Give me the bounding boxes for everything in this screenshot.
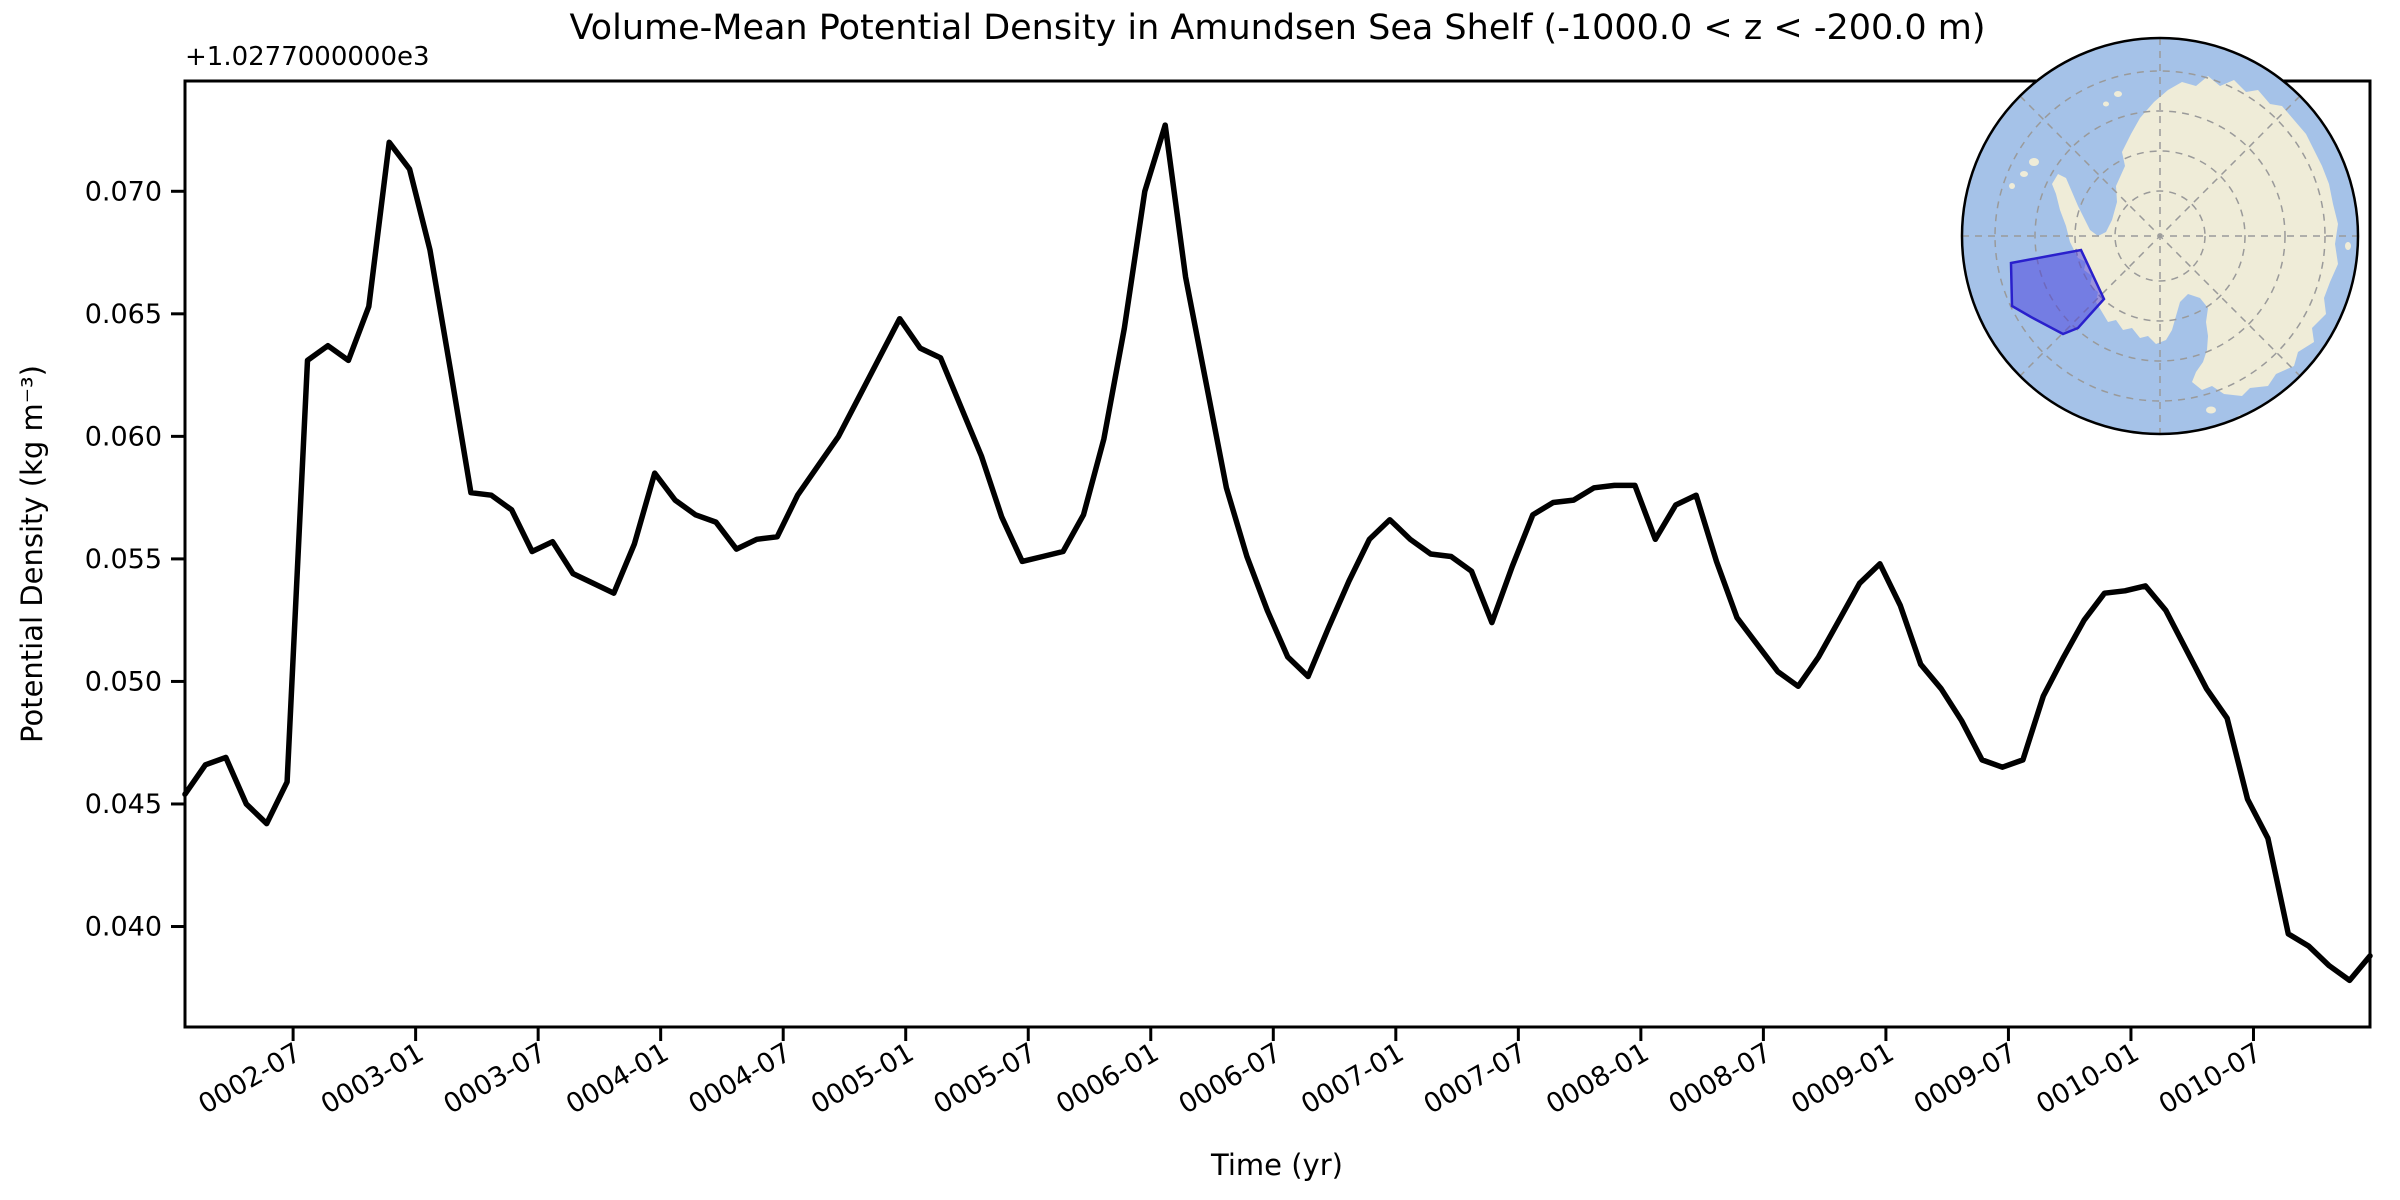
y-tick-label: 0.055 [85, 544, 162, 575]
density-line [182, 122, 2373, 984]
x-tick-label: 0005-07 [929, 1037, 1042, 1120]
y-axis-offset-text: +1.0277000000e3 [185, 42, 430, 72]
x-tick-label: 0007-01 [1296, 1037, 1409, 1120]
y-tick-label: 0.040 [85, 912, 162, 943]
axes-frame [183, 79, 2372, 1029]
x-tick-label: 0003-07 [438, 1037, 551, 1120]
x-tick-label: 0004-01 [561, 1037, 674, 1120]
x-tick-label: 0010-07 [2154, 1037, 2267, 1120]
x-tick-label: 0006-01 [1051, 1037, 1164, 1120]
x-tick-label: 0010-01 [2031, 1037, 2144, 1120]
y-tick-label: 0.065 [85, 299, 162, 330]
x-axis-ticks: 0002-07 0003-01 0003-07 0004-01 0004-07 0005-… [193, 1027, 2267, 1120]
globe-border [1960, 36, 2360, 436]
y-tick-label: 0.060 [85, 421, 162, 452]
amundsen-region-highlight [2009, 248, 2106, 336]
antarctica-inset-map [1960, 36, 2360, 436]
y-tick-label: 0.070 [85, 176, 162, 207]
y-tick-label: 0.045 [85, 789, 162, 820]
x-tick-label: 0007-07 [1419, 1037, 1532, 1120]
y-axis-label: Potential Density (kg m⁻³) [15, 365, 49, 743]
chart-title: Volume-Mean Potential Density in Amundse… [569, 8, 1986, 48]
x-tick-label: 0005-01 [806, 1037, 919, 1120]
x-tick-label: 0009-07 [1909, 1037, 2022, 1120]
x-tick-label: 0008-07 [1664, 1037, 1777, 1120]
x-tick-label: 0006-07 [1174, 1037, 1287, 1120]
x-tick-label: 0008-01 [1541, 1037, 1654, 1120]
x-tick-label: 0003-01 [316, 1037, 429, 1120]
x-tick-label: 0002-07 [193, 1037, 306, 1120]
y-tick-label: 0.050 [85, 666, 162, 697]
y-axis-ticks: 0.040 0.045 0.050 0.055 0.060 0.065 0.070 [85, 176, 185, 943]
antarctica-landmass [2009, 76, 2351, 421]
x-axis-label: Time (yr) [1210, 1148, 1343, 1182]
x-tick-label: 0004-07 [683, 1037, 796, 1120]
x-tick-label: 0009-01 [1786, 1037, 1899, 1120]
